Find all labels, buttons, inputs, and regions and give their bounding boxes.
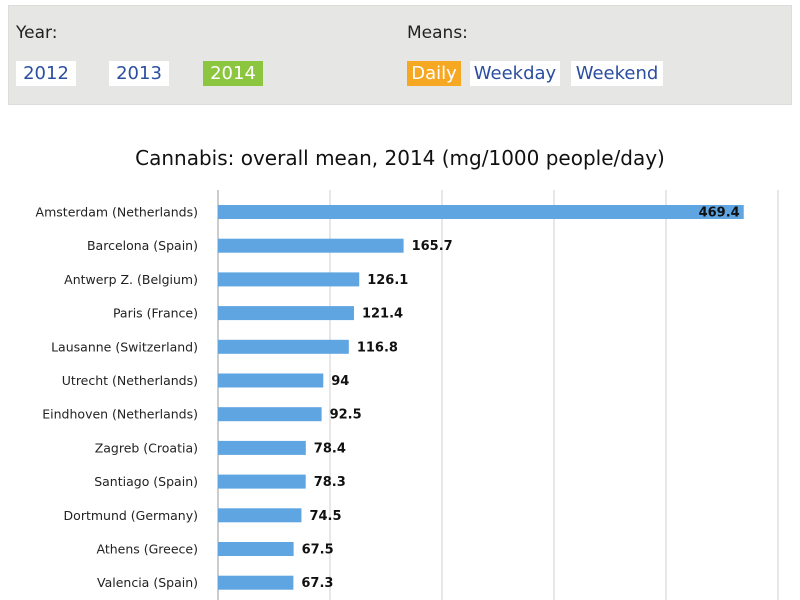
value-label: 94: [331, 374, 349, 389]
bar[interactable]: [218, 575, 294, 590]
category-label: Antwerp Z. (Belgium): [64, 272, 198, 287]
bar[interactable]: [218, 238, 404, 253]
bar[interactable]: [218, 407, 322, 422]
value-label: 126.1: [367, 273, 408, 288]
value-label: 121.4: [362, 307, 403, 322]
means-filter-label: Means:: [407, 23, 468, 43]
bar[interactable]: [218, 440, 306, 455]
value-label: 74.5: [309, 509, 341, 524]
bar[interactable]: [218, 508, 302, 523]
means-option-daily[interactable]: Daily: [407, 61, 461, 86]
category-label: Athens (Greece): [96, 542, 198, 557]
bar[interactable]: [218, 205, 744, 219]
bar-chart: Amsterdam (Netherlands) 469.4 Barcelona (S…: [36, 190, 779, 600]
category-label: Paris (France): [113, 306, 198, 321]
category-label: Zagreb (Croatia): [95, 440, 198, 455]
value-label: 67.5: [302, 543, 334, 558]
value-label: 78.4: [314, 441, 346, 456]
value-label: 67.3: [301, 576, 333, 591]
filter-panel: Year: 2012 2013 2014 Means: Daily Weekda…: [8, 5, 792, 105]
category-label: Lausanne (Switzerland): [51, 339, 198, 354]
bar[interactable]: [218, 474, 306, 489]
category-label: Barcelona (Spain): [87, 238, 198, 253]
chart-title: Cannabis: overall mean, 2014 (mg/1000 pe…: [135, 146, 665, 170]
bar[interactable]: [218, 542, 294, 556]
category-label: Santiago (Spain): [94, 474, 198, 489]
bar[interactable]: [218, 306, 354, 321]
means-option-weekday[interactable]: Weekday: [470, 61, 560, 86]
category-label: Amsterdam (Netherlands): [36, 205, 198, 220]
value-label: 92.5: [330, 408, 362, 423]
category-label: Dortmund (Germany): [64, 508, 198, 523]
year-option-2013[interactable]: 2013: [109, 61, 169, 86]
value-label: 116.8: [357, 340, 398, 355]
bar[interactable]: [218, 272, 360, 287]
means-option-weekend[interactable]: Weekend: [571, 61, 663, 86]
category-label: Valencia (Spain): [97, 575, 198, 590]
year-option-2014[interactable]: 2014: [203, 61, 263, 86]
year-option-2012[interactable]: 2012: [16, 61, 76, 86]
bar[interactable]: [218, 339, 349, 354]
value-label: 165.7: [412, 239, 453, 254]
category-label: Utrecht (Netherlands): [62, 373, 198, 388]
year-filter-label: Year:: [16, 23, 58, 43]
value-label: 469.4: [699, 206, 740, 221]
category-label: Eindhoven (Netherlands): [42, 407, 198, 422]
bar[interactable]: [218, 373, 324, 388]
value-label: 78.3: [314, 475, 346, 490]
